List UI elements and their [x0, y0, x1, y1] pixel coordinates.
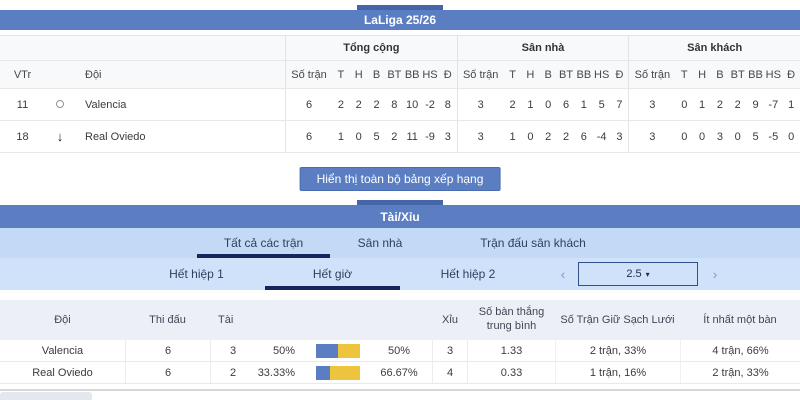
team-name: Real Oviedo	[32, 366, 93, 379]
section-home-label: Sân nhà	[521, 42, 565, 54]
team-column-header: Đội	[85, 68, 102, 81]
col-at-least-one-goal: Ít nhất một bàn	[703, 314, 777, 326]
header-notch-decoration	[357, 5, 443, 10]
over-under-row-real-oviedo: Real Oviedo 6 2 33.33% 66.67% 4 0.33 1 t…	[0, 362, 800, 384]
played-value: 6	[125, 340, 210, 361]
header-notch-decoration	[357, 200, 443, 205]
section-total-label: Tổng cộng	[343, 42, 400, 54]
rank-column-header: VTr	[13, 68, 32, 81]
over-count: 2	[210, 362, 255, 383]
standings-header-bar: LaLiga 25/26	[0, 10, 800, 30]
home-column-headers: Số trận T H B BT BB HS Đ	[456, 61, 629, 88]
col-avg-goals: Số bàn thắng trung bình	[478, 306, 545, 332]
col-over: Tài	[218, 314, 234, 326]
line-next-button[interactable]: ›	[712, 266, 718, 282]
rank-unchanged-icon	[56, 99, 64, 108]
standings-column-header-row: VTr Đội Số trận T H B BT BB HS Đ Số trận…	[0, 61, 800, 89]
at-least-one-goal-value: 4 trận, 66%	[680, 340, 800, 361]
clean-sheets-value: 1 trận, 16%	[555, 362, 680, 383]
avg-goals-value: 1.33	[500, 344, 523, 357]
standings-title: LaLiga 25/26	[363, 13, 437, 27]
under-percent: 50%	[387, 344, 411, 357]
chevron-down-icon: ▾	[645, 269, 650, 279]
tab-home[interactable]: Sân nhà	[357, 236, 403, 250]
over-percent: 33.33%	[257, 366, 295, 379]
show-full-standings-button[interactable]: Hiển thị toàn bộ bảng xếp hạng	[299, 167, 501, 191]
away-column-headers: Số trận T H B BT BB HS Đ	[628, 61, 800, 88]
team-block-spacer	[0, 36, 285, 60]
standings-section-row: Tổng cộng Sân nhà Sân khách	[0, 36, 800, 61]
period-tabs: Hết hiệp 1 Hết giờ Hết hiệp 2 ‹ 2.5 ▾ ›	[0, 258, 800, 290]
col-played: Thi đấu	[149, 314, 186, 326]
tab-full-time[interactable]: Hết giờ	[265, 258, 400, 290]
tab-first-half[interactable]: Hết hiệp 1	[169, 267, 224, 281]
team-name: Real Oviedo	[85, 130, 146, 143]
over-under-ratio-bar	[315, 343, 360, 358]
away-stats: 3 0 0 3 0 5 -5 0	[628, 121, 800, 152]
tab-all-matches[interactable]: Tất cả các trận	[197, 228, 330, 258]
over-count: 3	[210, 340, 255, 361]
goal-line-value: 2.5	[626, 268, 642, 280]
goal-line-select[interactable]: 2.5 ▾	[578, 262, 698, 286]
tab-second-half[interactable]: Hết hiệp 2	[440, 267, 496, 281]
col-team: Đội	[54, 314, 71, 326]
at-least-one-goal-value: 2 trận, 33%	[680, 362, 800, 383]
played-value: 6	[125, 362, 210, 383]
home-stats: 3 1 0 2 2 6 -4 3	[456, 121, 629, 152]
partial-next-section	[0, 392, 92, 400]
over-under-table: Đội Thi đấu Tài Xỉu Số bàn thắng trung b…	[0, 300, 800, 384]
over-under-row-valencia: Valencia 6 3 50% 50% 3 1.33 2 trận, 33% …	[0, 340, 800, 362]
rank-down-icon: ↓	[56, 129, 64, 144]
col-clean-sheets: Số Trận Giữ Sạch Lưới	[560, 314, 675, 326]
team-name: Valencia	[41, 344, 84, 357]
avg-goals-value: 0.33	[500, 366, 523, 379]
over-under-header-bar: Tài/Xỉu	[0, 205, 800, 228]
under-count: 4	[432, 362, 468, 383]
under-bar-segment	[337, 343, 360, 358]
section-away-label: Sân khách	[687, 42, 743, 54]
standings-table: Tổng cộng Sân nhà Sân khách VTr Đội Số t…	[0, 35, 800, 153]
home-stats: 3 2 1 0 6 1 5 7	[456, 89, 629, 120]
team-name: Valencia	[85, 98, 127, 111]
total-stats: 6 1 0 5 2 11 -9 3	[285, 121, 457, 152]
line-prev-button[interactable]: ‹	[560, 266, 566, 282]
total-column-headers: Số trận T H B BT BB HS Đ	[285, 61, 457, 88]
over-percent: 50%	[272, 344, 295, 357]
standings-row-real-oviedo: 18 ↓ Real Oviedo 6 1 0 5 2 11 -9 3 3 1 0…	[0, 121, 800, 153]
standings-row-valencia: 11 Valencia 6 2 2 2 8 10 -2 8 3 2 1 0 6 …	[0, 89, 800, 121]
over-under-ratio-bar	[315, 365, 360, 380]
over-under-title: Tài/Xỉu	[380, 209, 420, 224]
section-divider	[0, 389, 800, 391]
under-count: 3	[432, 340, 468, 361]
col-under: Xỉu	[442, 314, 458, 326]
away-stats: 3 0 1 2 2 9 -7 1	[628, 89, 800, 120]
tab-away-matches[interactable]: Trận đấu sân khách	[480, 236, 586, 250]
total-stats: 6 2 2 2 8 10 -2 8	[285, 89, 457, 120]
over-under-header-row: Đội Thi đấu Tài Xỉu Số bàn thắng trung b…	[0, 300, 800, 340]
under-percent: 66.67%	[380, 366, 418, 379]
rank-value: 11	[16, 98, 29, 111]
over-bar-segment	[315, 365, 331, 380]
clean-sheets-value: 2 trận, 33%	[555, 340, 680, 361]
under-bar-segment	[330, 365, 360, 380]
over-bar-segment	[315, 343, 338, 358]
rank-value: 18	[16, 130, 29, 143]
scope-tabs: Tất cả các trận Sân nhà Trận đấu sân khá…	[0, 228, 800, 258]
